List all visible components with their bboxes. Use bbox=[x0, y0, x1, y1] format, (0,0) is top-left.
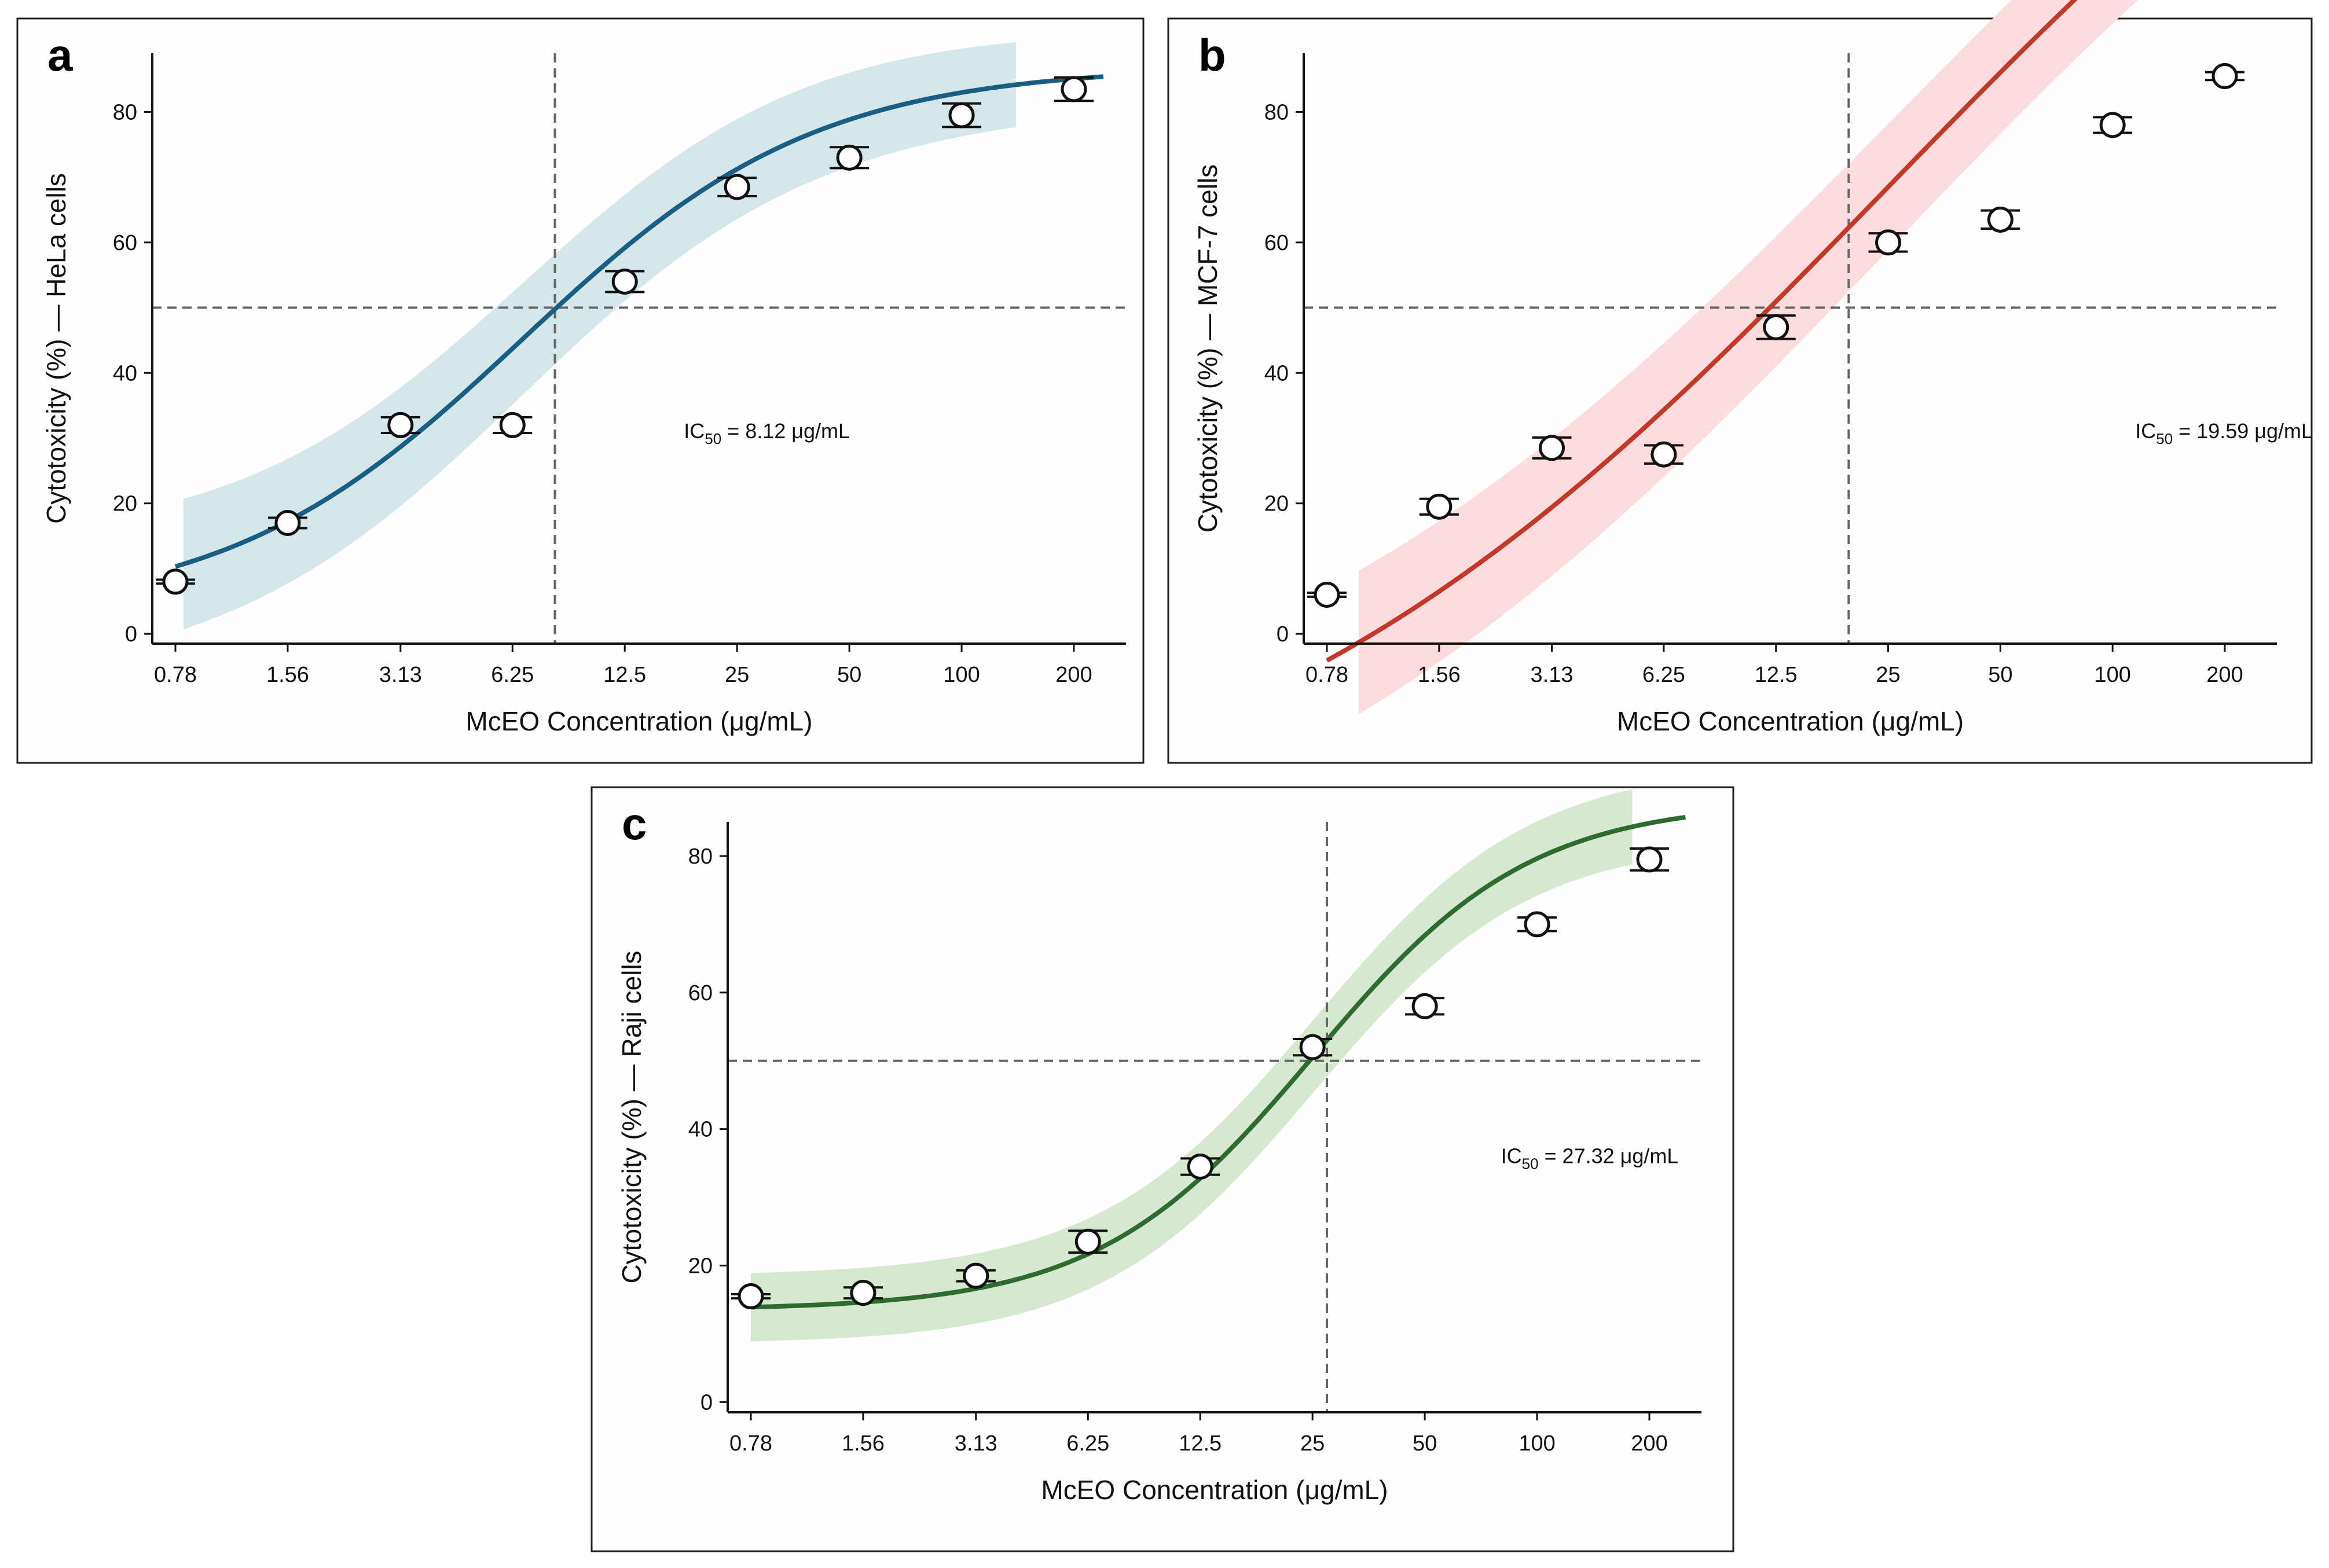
data-point bbox=[1875, 229, 1902, 256]
data-point bbox=[1411, 993, 1438, 1019]
data-point bbox=[948, 102, 975, 128]
data-point bbox=[274, 509, 301, 536]
x-axis-label: McEO Concentration (μg/mL) bbox=[1041, 1475, 1388, 1505]
x-tick-label: 3.13 bbox=[1531, 663, 1574, 687]
data-point bbox=[850, 1280, 876, 1306]
confidence-band bbox=[751, 789, 1633, 1342]
y-tick-label: 60 bbox=[1264, 231, 1289, 255]
x-tick-label: 1.56 bbox=[1418, 663, 1461, 687]
x-tick-label: 100 bbox=[1519, 1431, 1555, 1456]
x-tick-label: 1.56 bbox=[266, 663, 309, 687]
x-tick-label: 200 bbox=[1631, 1431, 1667, 1456]
data-point bbox=[1636, 846, 1663, 873]
ic50-annotation: IC50 = 8.12 μg/mL bbox=[684, 419, 850, 447]
x-tick-label: 3.13 bbox=[955, 1431, 997, 1456]
x-tick-label: 50 bbox=[837, 663, 861, 687]
x-tick-label: 12.5 bbox=[603, 663, 646, 687]
data-point bbox=[1524, 911, 1550, 938]
data-point bbox=[1651, 441, 1677, 468]
data-point bbox=[963, 1262, 989, 1289]
x-tick-label: 200 bbox=[2206, 663, 2243, 687]
confidence-band bbox=[1359, 0, 2139, 714]
y-tick-label: 20 bbox=[688, 1254, 713, 1278]
fit-curve bbox=[1326, 0, 2078, 663]
y-tick-label: 40 bbox=[113, 361, 137, 385]
x-tick-label: 25 bbox=[1876, 663, 1900, 687]
x-tick-label: 1.56 bbox=[842, 1431, 885, 1456]
x-axis-label: McEO Concentration (μg/mL) bbox=[1617, 706, 1964, 736]
y-tick-label: 60 bbox=[688, 981, 713, 1005]
x-tick-label: 12.5 bbox=[1755, 663, 1798, 687]
fit-curve bbox=[174, 74, 1104, 569]
data-point bbox=[2099, 112, 2126, 138]
x-tick-label: 0.78 bbox=[154, 663, 197, 687]
x-tick-label: 6.25 bbox=[491, 663, 534, 687]
y-tick-label: 80 bbox=[1264, 100, 1289, 124]
x-tick-label: 0.78 bbox=[729, 1431, 772, 1456]
data-point bbox=[387, 412, 414, 438]
panel-letter: b bbox=[1198, 30, 1226, 80]
y-tick-label: 0 bbox=[125, 622, 137, 647]
x-tick-label: 100 bbox=[2094, 663, 2130, 687]
y-tick-label: 0 bbox=[700, 1390, 713, 1415]
data-point bbox=[1763, 314, 1789, 340]
ic50-annotation: IC50 = 27.32 μg/mL bbox=[1501, 1144, 1679, 1173]
y-axis-label: Cytotoxicity (%) — MCF-7 cells bbox=[1193, 164, 1223, 533]
y-tick-label: 0 bbox=[1277, 622, 1289, 647]
y-tick-label: 40 bbox=[1264, 361, 1289, 385]
x-axis-label: McEO Concentration (μg/mL) bbox=[465, 706, 812, 736]
panel-letter: a bbox=[47, 30, 73, 80]
x-tick-label: 6.25 bbox=[1642, 663, 1685, 687]
y-tick-label: 80 bbox=[113, 100, 137, 124]
data-point bbox=[1299, 1034, 1326, 1060]
data-point bbox=[2211, 63, 2238, 89]
x-tick-label: 25 bbox=[1300, 1431, 1325, 1456]
data-point bbox=[1426, 493, 1453, 520]
x-tick-label: 50 bbox=[1988, 663, 2012, 687]
x-tick-label: 200 bbox=[1055, 663, 1092, 687]
y-tick-label: 20 bbox=[113, 492, 137, 516]
data-point bbox=[1061, 76, 1087, 102]
y-axis-label: Cytotoxicity (%) — HeLa cells bbox=[41, 173, 71, 524]
x-tick-label: 50 bbox=[1413, 1431, 1437, 1456]
panel-letter: c bbox=[622, 798, 647, 849]
x-tick-label: 100 bbox=[943, 663, 980, 687]
x-tick-label: 3.13 bbox=[379, 663, 422, 687]
y-tick-label: 80 bbox=[688, 844, 713, 869]
data-point bbox=[1539, 435, 1565, 461]
y-tick-label: 40 bbox=[688, 1118, 713, 1142]
x-tick-label: 25 bbox=[725, 663, 749, 687]
panel-c: 0 20 40 60 80 0.78 1.56 3.13 6.25 12.5 25 50 100 200 I… bbox=[590, 786, 1734, 1552]
fit-curve bbox=[750, 814, 1686, 1310]
panel-b: 0 20 40 60 80 0.78 1.56 3.13 6.25 12.5 25 50 100 200 I… bbox=[1167, 0, 2313, 764]
x-tick-label: 12.5 bbox=[1179, 1431, 1222, 1456]
data-point bbox=[724, 174, 750, 200]
panel-frame bbox=[16, 17, 1145, 764]
x-tick-label: 0.78 bbox=[1305, 663, 1348, 687]
panel-a: 0 20 40 60 80 0.78 1.56 3.13 6.25 12.5 25 50 100 200 I… bbox=[16, 17, 1145, 764]
data-point bbox=[1314, 581, 1340, 608]
confidence-band bbox=[184, 42, 1017, 630]
x-tick-label: 6.25 bbox=[1066, 1431, 1109, 1456]
data-point bbox=[1074, 1228, 1101, 1255]
y-tick-label: 60 bbox=[113, 231, 137, 255]
data-point bbox=[499, 412, 526, 438]
data-point bbox=[836, 144, 863, 171]
y-axis-label: Cytotoxicity (%) — Raji cells bbox=[617, 950, 647, 1283]
data-point bbox=[738, 1283, 764, 1310]
y-tick-label: 20 bbox=[1264, 492, 1289, 516]
data-point bbox=[1187, 1153, 1213, 1180]
data-point bbox=[162, 568, 189, 595]
data-point bbox=[611, 268, 638, 295]
ic50-annotation: IC50 = 19.59 μg/mL bbox=[2135, 419, 2313, 447]
data-point bbox=[1987, 206, 2013, 233]
